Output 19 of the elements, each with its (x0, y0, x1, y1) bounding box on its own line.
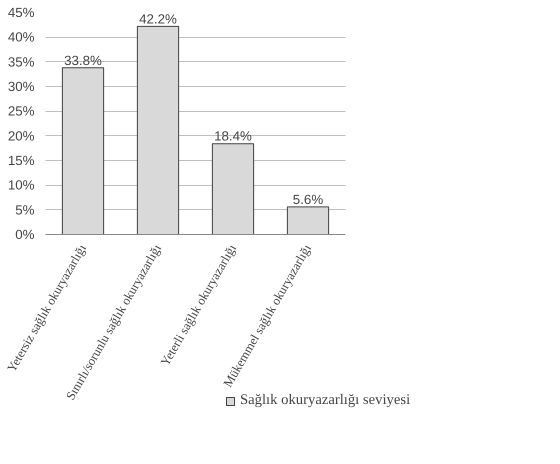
y-tick-label: 0% (15, 227, 35, 242)
data-label: 33.8% (64, 52, 102, 68)
legend-label: Sağlık okuryazarlığı seviyesi (240, 392, 410, 409)
data-label: 5.6% (292, 192, 324, 207)
bar (62, 67, 104, 234)
data-label: 42.2% (139, 11, 178, 26)
y-tick-label: 5% (15, 202, 35, 218)
y-tick-label: 30% (8, 79, 35, 94)
bar (136, 26, 180, 234)
y-tick-label: 25% (8, 104, 35, 119)
y-tick-label: 20% (8, 128, 35, 144)
y-tick-label: 35% (8, 54, 35, 70)
data-label: 18.4% (214, 128, 252, 144)
y-tick-label: 45% (8, 5, 35, 20)
y-tick-label: 40% (8, 30, 35, 45)
bar (212, 143, 254, 234)
bar (286, 206, 330, 234)
y-tick-label: 15% (8, 153, 35, 168)
y-tick-label: 10% (8, 178, 35, 193)
